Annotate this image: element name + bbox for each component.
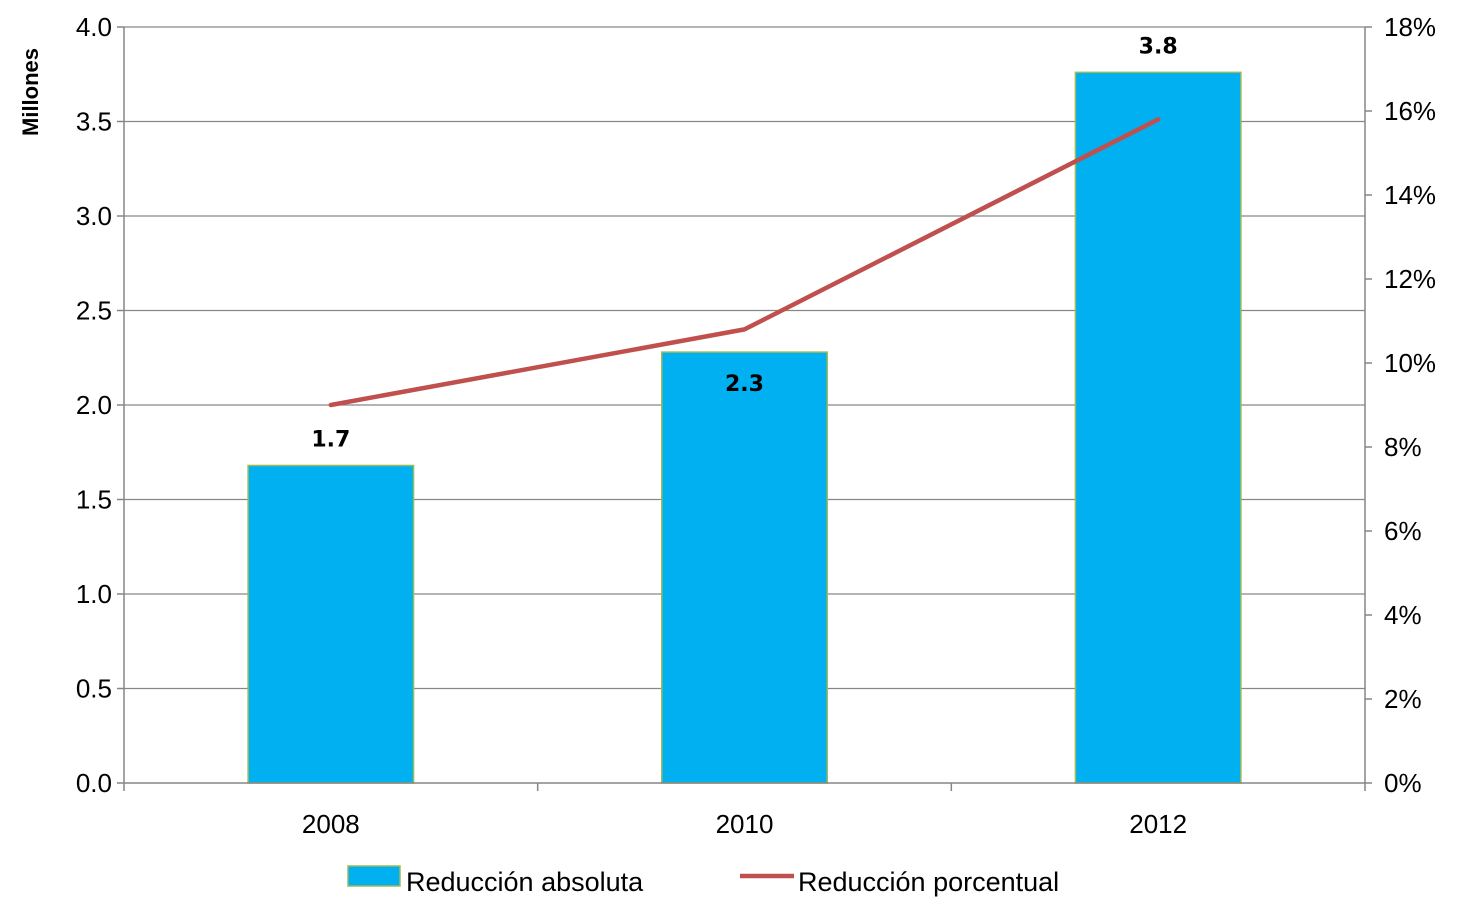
legend-label-bar: Reducción absoluta bbox=[406, 867, 644, 897]
y-tick-label: 4.0 bbox=[76, 12, 112, 42]
y2-tick-label: 8% bbox=[1384, 432, 1422, 462]
x-tick-label: 2010 bbox=[716, 809, 774, 839]
y2-tick-label: 16% bbox=[1384, 96, 1436, 126]
y-tick-label: 2.0 bbox=[76, 390, 112, 420]
bar-value-label: 1.7 bbox=[311, 427, 350, 452]
y-tick-label: 0.5 bbox=[76, 674, 112, 704]
line-series bbox=[328, 117, 1161, 408]
bar bbox=[661, 351, 828, 784]
y2-tick-label: 18% bbox=[1384, 12, 1436, 42]
y2-tick-label: 2% bbox=[1384, 684, 1422, 714]
y2-tick-label: 4% bbox=[1384, 600, 1422, 630]
legend-swatch-bar bbox=[347, 865, 401, 887]
y-tick-label: 3.5 bbox=[76, 107, 112, 137]
y2-tick-label: 12% bbox=[1384, 264, 1436, 294]
y2-tick-label: 0% bbox=[1384, 768, 1422, 798]
bar bbox=[1074, 71, 1242, 784]
tick-labels: 0.0 0.5 1.0 1.5 2.0 2.5 3.0 3.5 4.0 0% 2% 4% 6% 8% 10%… bbox=[76, 12, 1436, 839]
legend: Reducción absoluta Reducción porcentual bbox=[347, 865, 1059, 897]
y-tick-label: 2.5 bbox=[76, 296, 112, 326]
legend-label-line: Reducción porcentual bbox=[798, 867, 1059, 897]
y2-tick-label: 10% bbox=[1384, 348, 1436, 378]
x-tick-label: 2012 bbox=[1129, 809, 1187, 839]
y-tick-label: 3.0 bbox=[76, 201, 112, 231]
percent-line bbox=[328, 117, 1161, 408]
y2-tick-label: 14% bbox=[1384, 180, 1436, 210]
bar-series bbox=[247, 71, 1242, 784]
y-tick-label: 0.0 bbox=[76, 768, 112, 798]
y2-tick-label: 6% bbox=[1384, 516, 1422, 546]
y-tick-label: 1.5 bbox=[76, 485, 112, 515]
data-labels: 1.7 2.3 3.8 bbox=[311, 34, 1177, 452]
axes bbox=[117, 26, 1372, 791]
bar-value-label: 3.8 bbox=[1139, 34, 1178, 59]
y-axis-title: Millones bbox=[18, 48, 43, 136]
bar bbox=[247, 464, 415, 784]
bar-value-label: 2.3 bbox=[725, 372, 764, 397]
y-tick-label: 1.0 bbox=[76, 579, 112, 609]
x-tick-label: 2008 bbox=[302, 809, 360, 839]
